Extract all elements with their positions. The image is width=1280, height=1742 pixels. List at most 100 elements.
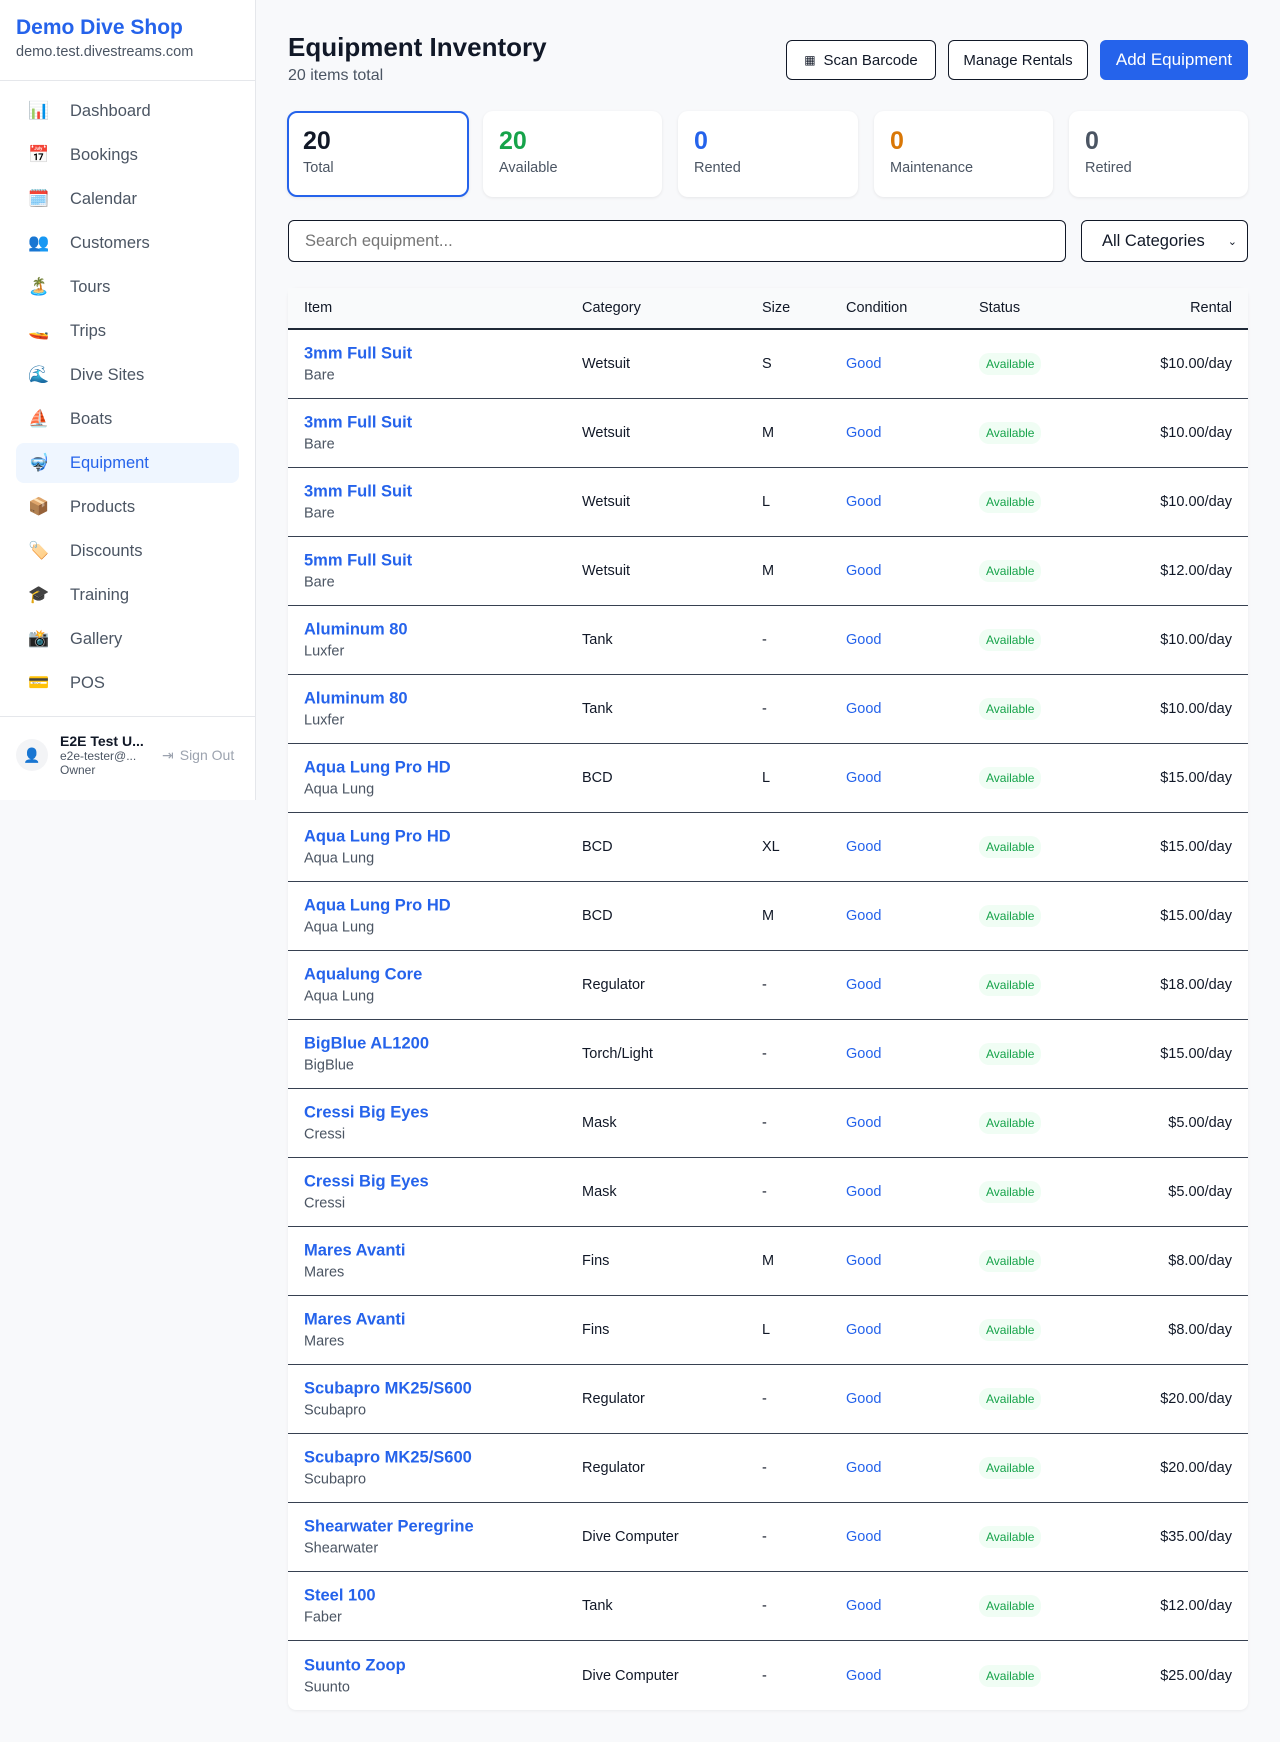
table-row[interactable]: Aqua Lung Pro HD Aqua Lung BCD L Good Ava… <box>288 744 1248 813</box>
sidebar-item-dive-sites[interactable]: 🌊 Dive Sites <box>16 355 239 395</box>
table-row[interactable]: Aqualung Core Aqua Lung Regulator - Good … <box>288 951 1248 1020</box>
manage-rentals-button[interactable]: Manage Rentals <box>948 40 1088 80</box>
stat-label: Rented <box>694 160 741 176</box>
item-condition: Good <box>846 1184 882 1200</box>
item-category: BCD <box>582 839 613 855</box>
table-row[interactable]: 5mm Full Suit Bare Wetsuit M Good Availab… <box>288 537 1248 606</box>
table-row[interactable]: Mares Avanti Mares Fins L Good Available … <box>288 1296 1248 1365</box>
stat-card-total[interactable]: 20 Total <box>287 111 469 197</box>
table-row[interactable]: Cressi Big Eyes Cressi Mask - Good Availa… <box>288 1089 1248 1158</box>
table-row[interactable]: Scubapro MK25/S600 Scubapro Regulator - G… <box>288 1365 1248 1434</box>
header-status[interactable]: Status <box>979 300 1021 316</box>
user-name: E2E Test U... <box>60 733 144 749</box>
item-condition: Good <box>846 1598 882 1614</box>
item-brand: Aqua Lung <box>304 850 375 867</box>
item-name-link[interactable]: BigBlue AL1200 <box>304 1034 430 1053</box>
search-input[interactable] <box>288 220 1066 262</box>
item-name-link[interactable]: Aqua Lung Pro HD <box>304 758 451 777</box>
sidebar-item-products[interactable]: 📦 Products <box>16 487 239 527</box>
status-badge: Available <box>979 1457 1042 1479</box>
table-row[interactable]: 3mm Full Suit Bare Wetsuit M Good Availab… <box>288 399 1248 468</box>
stat-card-retired[interactable]: 0 Retired <box>1069 111 1248 197</box>
tours-icon: 🏝️ <box>28 277 50 296</box>
table-row[interactable]: Aqua Lung Pro HD Aqua Lung BCD M Good Ava… <box>288 882 1248 951</box>
header-item[interactable]: Item <box>304 300 333 316</box>
sidebar-item-trips[interactable]: 🚤 Trips <box>16 311 239 351</box>
table-row[interactable]: Aluminum 80 Luxfer Tank - Good Available … <box>288 606 1248 675</box>
sidebar-item-boats[interactable]: ⛵ Boats <box>16 399 239 439</box>
table-row[interactable]: BigBlue AL1200 BigBlue Torch/Light - Good… <box>288 1020 1248 1089</box>
item-rental-price: $15.00/day <box>1160 770 1232 786</box>
page-title: Equipment Inventory <box>288 32 547 62</box>
table-row[interactable]: 3mm Full Suit Bare Wetsuit S Good Availab… <box>288 330 1248 399</box>
item-name-link[interactable]: Suunto Zoop <box>304 1656 406 1674</box>
item-name-link[interactable]: Cressi Big Eyes <box>304 1172 429 1191</box>
item-name-link[interactable]: 5mm Full Suit <box>304 551 413 570</box>
table-row[interactable]: Aqua Lung Pro HD Aqua Lung BCD XL Good Av… <box>288 813 1248 882</box>
item-name-link[interactable]: Aqua Lung Pro HD <box>304 896 451 915</box>
item-name-link[interactable]: Shearwater Peregrine <box>304 1517 474 1536</box>
item-name-link[interactable]: Aqualung Core <box>304 965 423 984</box>
table-row[interactable]: Scubapro MK25/S600 Scubapro Regulator - G… <box>288 1434 1248 1503</box>
item-condition: Good <box>846 632 882 648</box>
item-brand: Shearwater <box>304 1540 379 1557</box>
item-name-link[interactable]: Scubapro MK25/S600 <box>304 1448 472 1467</box>
item-name-link[interactable]: Cressi Big Eyes <box>304 1103 429 1122</box>
item-rental-price: $8.00/day <box>1168 1322 1232 1338</box>
sidebar-item-customers[interactable]: 👥 Customers <box>16 223 239 263</box>
item-name-link[interactable]: 3mm Full Suit <box>304 344 413 363</box>
table-row[interactable]: Mares Avanti Mares Fins M Good Available … <box>288 1227 1248 1296</box>
sidebar-item-gallery[interactable]: 📸 Gallery <box>16 619 239 659</box>
sidebar-item-equipment[interactable]: 🤿 Equipment <box>16 443 239 483</box>
stat-card-maintenance[interactable]: 0 Maintenance <box>874 111 1053 197</box>
table-row[interactable]: 3mm Full Suit Bare Wetsuit L Good Availab… <box>288 468 1248 537</box>
status-badge: Available <box>979 1250 1042 1272</box>
shop-name[interactable]: Demo Dive Shop <box>16 16 183 39</box>
item-size: M <box>762 563 775 579</box>
add-equipment-button[interactable]: Add Equipment <box>1100 40 1248 80</box>
sidebar-item-training[interactable]: 🎓 Training <box>16 575 239 615</box>
item-name-link[interactable]: Scubapro MK25/S600 <box>304 1379 472 1398</box>
item-name-link[interactable]: Aqua Lung Pro HD <box>304 827 451 846</box>
item-name-link[interactable]: 3mm Full Suit <box>304 482 413 501</box>
item-rental-price: $10.00/day <box>1160 632 1232 648</box>
item-brand: Cressi <box>304 1126 346 1143</box>
sidebar-item-tours[interactable]: 🏝️ Tours <box>16 267 239 307</box>
sign-out-button[interactable]: ⇥ Sign Out <box>162 747 234 764</box>
item-rental-price: $20.00/day <box>1160 1391 1232 1407</box>
table-row[interactable]: Cressi Big Eyes Cressi Mask - Good Availa… <box>288 1158 1248 1227</box>
header-category[interactable]: Category <box>582 300 641 316</box>
table-row[interactable]: Aluminum 80 Luxfer Tank - Good Available … <box>288 675 1248 744</box>
item-name-link[interactable]: Mares Avanti <box>304 1241 406 1260</box>
sidebar-item-calendar[interactable]: 🗓️ Calendar <box>16 179 239 219</box>
item-size: S <box>762 356 772 372</box>
item-name-link[interactable]: 3mm Full Suit <box>304 413 413 432</box>
category-select[interactable]: All Categories ⌄ <box>1081 220 1248 262</box>
chevron-down-icon: ⌄ <box>1227 235 1237 248</box>
item-brand: Bare <box>304 367 335 384</box>
item-brand: Mares <box>304 1264 345 1281</box>
header-size[interactable]: Size <box>762 300 791 316</box>
status-badge: Available <box>979 560 1042 582</box>
table-row[interactable]: Steel 100 Faber Tank - Good Available $12… <box>288 1572 1248 1641</box>
stat-card-available[interactable]: 20 Available <box>483 111 662 197</box>
status-badge: Available <box>979 1319 1042 1341</box>
header-condition[interactable]: Condition <box>846 300 908 316</box>
scan-barcode-button[interactable]: ▦ Scan Barcode <box>786 40 936 80</box>
item-name-link[interactable]: Steel 100 <box>304 1586 376 1605</box>
item-rental-price: $12.00/day <box>1160 563 1232 579</box>
item-name-link[interactable]: Aluminum 80 <box>304 689 408 708</box>
stat-card-rented[interactable]: 0 Rented <box>678 111 858 197</box>
table-row[interactable]: Suunto Zoop Suunto Dive Computer - Good A… <box>288 1641 1248 1710</box>
sidebar-item-discounts[interactable]: 🏷️ Discounts <box>16 531 239 571</box>
sidebar-item-bookings[interactable]: 📅 Bookings <box>16 135 239 175</box>
header-rental[interactable]: Rental <box>1190 300 1232 316</box>
item-name-link[interactable]: Aluminum 80 <box>304 620 408 639</box>
item-brand: Bare <box>304 505 335 522</box>
table-row[interactable]: Shearwater Peregrine Shearwater Dive Comp… <box>288 1503 1248 1572</box>
item-name-link[interactable]: Mares Avanti <box>304 1310 406 1329</box>
item-condition: Good <box>846 1667 882 1684</box>
sidebar-item-pos[interactable]: 💳 POS <box>16 663 239 703</box>
item-rental-price: $5.00/day <box>1168 1115 1232 1131</box>
sidebar-item-dashboard[interactable]: 📊 Dashboard <box>16 91 239 131</box>
